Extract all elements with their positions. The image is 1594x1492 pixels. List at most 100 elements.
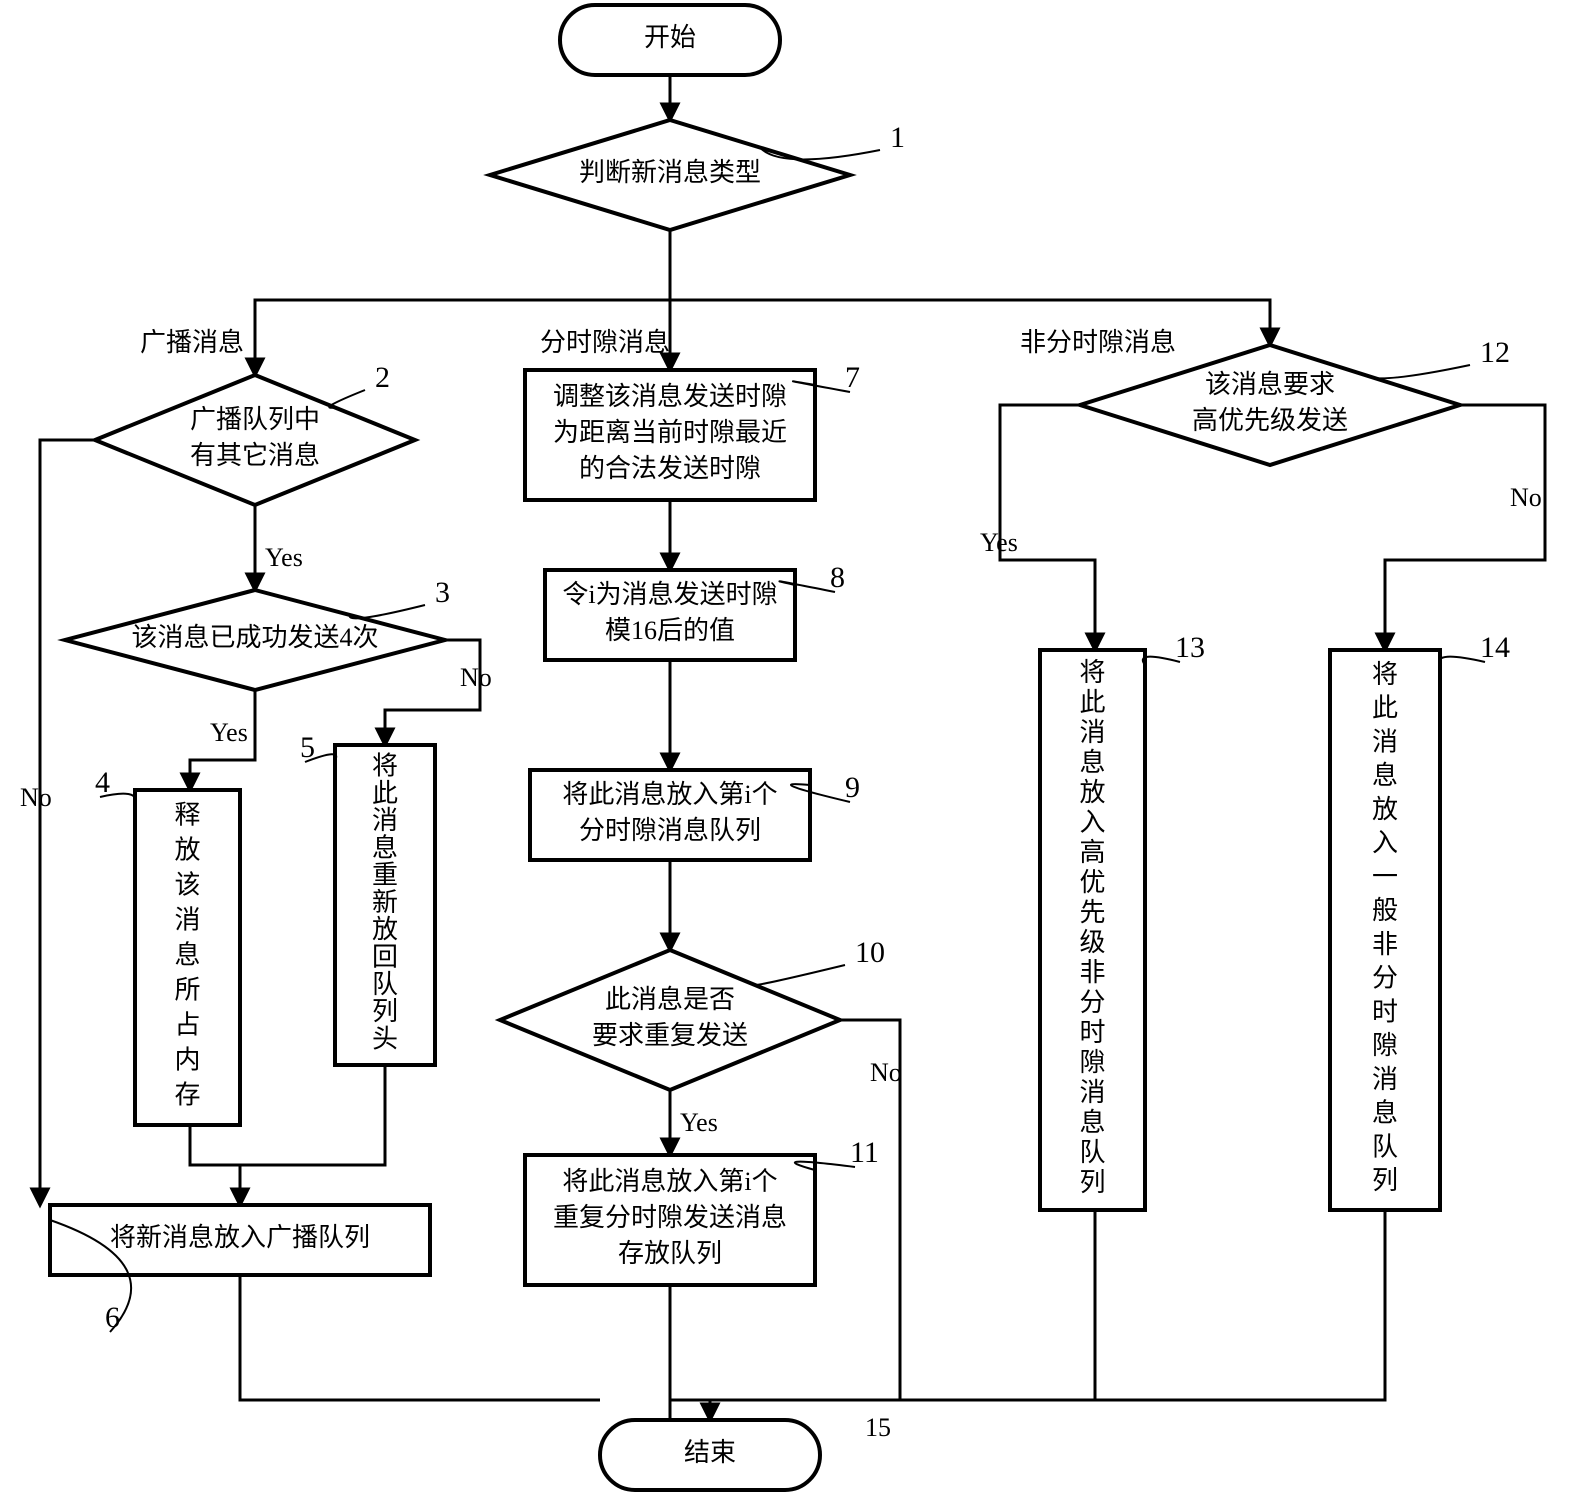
svg-text:有其它消息: 有其它消息 (190, 441, 320, 470)
edge (40, 440, 95, 1205)
svg-text:此: 此 (372, 779, 398, 808)
svg-text:非: 非 (1079, 958, 1105, 987)
svg-text:非: 非 (1372, 930, 1398, 959)
process-p13 (1040, 650, 1180, 1210)
label-b1c: 非分时隙消息 (1020, 328, 1176, 357)
edge (670, 300, 1270, 345)
svg-text:此: 此 (1372, 694, 1398, 723)
label-endref: 15 (865, 1413, 891, 1442)
label-d12no: No (1510, 483, 1542, 512)
svg-text:此: 此 (1079, 688, 1105, 717)
svg-text:将此消息放入第i个: 将此消息放入第i个 (562, 780, 777, 809)
svg-text:隙: 隙 (1079, 1048, 1105, 1077)
svg-text:判断新消息类型: 判断新消息类型 (579, 158, 761, 187)
decision-d1-ref: 1 (890, 121, 905, 154)
svg-text:调整该消息发送时隙: 调整该消息发送时隙 (553, 382, 787, 411)
decision-d3-ref: 3 (435, 576, 450, 609)
process-p4 (100, 790, 240, 1125)
svg-text:存: 存 (174, 1080, 200, 1109)
svg-text:级: 级 (1079, 928, 1105, 957)
svg-text:所: 所 (174, 975, 200, 1004)
svg-text:入: 入 (1372, 829, 1398, 858)
svg-text:队: 队 (1372, 1132, 1398, 1161)
svg-text:息: 息 (1372, 1099, 1398, 1128)
svg-text:般: 般 (1372, 896, 1398, 925)
svg-text:放: 放 (174, 835, 200, 864)
decision-d12-ref: 12 (1480, 336, 1510, 369)
svg-text:高: 高 (1079, 838, 1105, 867)
svg-text:一: 一 (1372, 862, 1398, 891)
svg-text:消: 消 (1079, 718, 1105, 747)
svg-text:模16后的值: 模16后的值 (605, 616, 735, 645)
svg-text:消: 消 (174, 905, 200, 934)
label-d3yes: Yes (210, 718, 248, 747)
svg-text:时: 时 (1079, 1018, 1105, 1047)
svg-text:头: 头 (372, 1024, 398, 1053)
svg-text:占: 占 (174, 1010, 200, 1039)
label-d2yes: Yes (265, 543, 303, 572)
process-p5-ref: 5 (300, 731, 315, 764)
process-p14 (1330, 650, 1485, 1210)
svg-text:隙: 隙 (1372, 1031, 1398, 1060)
terminal-end-label: 结束 (684, 1438, 736, 1467)
svg-text:入: 入 (1079, 808, 1105, 837)
label-b1a: 广播消息 (140, 328, 244, 357)
process-p4-ref: 4 (95, 766, 110, 799)
svg-text:该: 该 (174, 870, 200, 899)
svg-text:释: 释 (174, 800, 200, 829)
svg-text:令i为消息发送时隙: 令i为消息发送时隙 (562, 580, 777, 609)
edge (385, 640, 480, 745)
edge (1385, 405, 1545, 650)
label-d12yes: Yes (980, 528, 1018, 557)
svg-text:高优先级发送: 高优先级发送 (1192, 406, 1348, 435)
svg-text:先: 先 (1079, 898, 1105, 927)
svg-text:重复分时隙发送消息: 重复分时隙发送消息 (553, 1203, 787, 1232)
svg-text:优: 优 (1079, 868, 1105, 897)
svg-text:列: 列 (1372, 1166, 1398, 1195)
svg-text:息: 息 (174, 940, 200, 969)
label-d2no: No (20, 783, 52, 812)
process-p8-ref: 8 (830, 561, 845, 594)
svg-text:息: 息 (1079, 1108, 1105, 1137)
label-d3no: No (460, 663, 492, 692)
svg-text:消: 消 (1079, 1078, 1105, 1107)
svg-text:分: 分 (1079, 988, 1105, 1017)
svg-text:分: 分 (1372, 964, 1398, 993)
label-b1b: 分时隙消息 (540, 328, 670, 357)
process-p11-ref: 11 (850, 1136, 879, 1169)
label-d10yes: Yes (680, 1108, 718, 1137)
label-d10no: No (870, 1058, 902, 1087)
svg-text:广播队列中: 广播队列中 (190, 405, 320, 434)
process-p7-ref: 7 (845, 361, 860, 394)
svg-text:将新消息放入广播队列: 将新消息放入广播队列 (110, 1223, 370, 1252)
svg-text:新: 新 (372, 888, 398, 917)
svg-text:将: 将 (1372, 660, 1398, 689)
terminal-start: 开始 (560, 5, 780, 75)
svg-text:将: 将 (372, 752, 398, 781)
process-p9-ref: 9 (845, 771, 860, 804)
svg-text:重: 重 (372, 861, 398, 890)
svg-text:放: 放 (1079, 778, 1105, 807)
svg-text:为距离当前时隙最近: 为距离当前时隙最近 (553, 418, 787, 447)
terminal-start-label: 开始 (644, 23, 696, 52)
svg-text:该消息已成功发送4次: 该消息已成功发送4次 (131, 623, 378, 652)
svg-text:时: 时 (1372, 997, 1398, 1026)
process-p13-ref: 13 (1175, 631, 1205, 664)
svg-text:将此消息放入第i个: 将此消息放入第i个 (562, 1167, 777, 1196)
decision-d2-ref: 2 (375, 361, 390, 394)
svg-text:回: 回 (372, 943, 398, 972)
svg-text:消: 消 (1372, 727, 1398, 756)
svg-text:将: 将 (1079, 658, 1105, 687)
svg-text:列: 列 (372, 997, 398, 1026)
svg-text:此消息是否: 此消息是否 (605, 985, 735, 1014)
svg-text:息: 息 (372, 833, 398, 862)
svg-text:内: 内 (174, 1045, 200, 1074)
svg-text:的合法发送时隙: 的合法发送时隙 (579, 454, 761, 483)
svg-text:息: 息 (1079, 748, 1105, 777)
svg-text:该消息要求: 该消息要求 (1205, 370, 1335, 399)
edge (240, 1275, 600, 1400)
svg-text:息: 息 (1372, 761, 1398, 790)
svg-text:分时隙消息队列: 分时隙消息队列 (579, 816, 761, 845)
svg-text:消: 消 (372, 806, 398, 835)
svg-text:要求重复发送: 要求重复发送 (592, 1021, 748, 1050)
